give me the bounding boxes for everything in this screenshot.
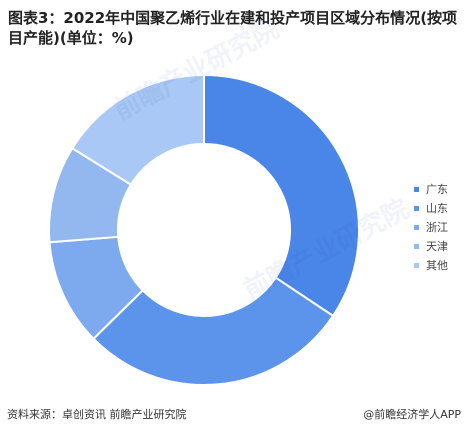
legend-swatch: [414, 206, 419, 211]
legend-swatch: [414, 263, 419, 268]
legend-item: 浙江: [414, 218, 448, 237]
chart-legend: 广东山东浙江天津其他: [414, 180, 448, 275]
donut-slice-其他: [70, 73, 205, 187]
legend-swatch: [414, 244, 419, 249]
legend-item: 其他: [414, 256, 448, 275]
donut-slice-山东: [92, 276, 335, 386]
legend-label: 浙江: [426, 221, 448, 234]
brand-label: @前瞻经济学人APP: [363, 408, 461, 421]
legend-item: 天津: [414, 237, 448, 256]
legend-item: 广东: [414, 180, 448, 199]
footer: 资料来源：卓创资讯 前瞻产业研究院 @前瞻经济学人APP: [7, 405, 461, 423]
legend-swatch: [414, 225, 419, 230]
legend-label: 山东: [426, 202, 448, 215]
legend-swatch: [414, 187, 419, 192]
legend-label: 广东: [426, 183, 448, 196]
chart-title: 图表3：2022年中国聚乙烯行业在建和投产项目区域分布情况(按项目产能)(单位：…: [8, 9, 458, 47]
legend-label: 天津: [426, 240, 448, 253]
legend-item: 山东: [414, 199, 448, 218]
donut-slice-广东: [203, 73, 360, 318]
source-note: 资料来源：卓创资讯 前瞻产业研究院: [7, 408, 187, 421]
legend-label: 其他: [426, 259, 448, 272]
